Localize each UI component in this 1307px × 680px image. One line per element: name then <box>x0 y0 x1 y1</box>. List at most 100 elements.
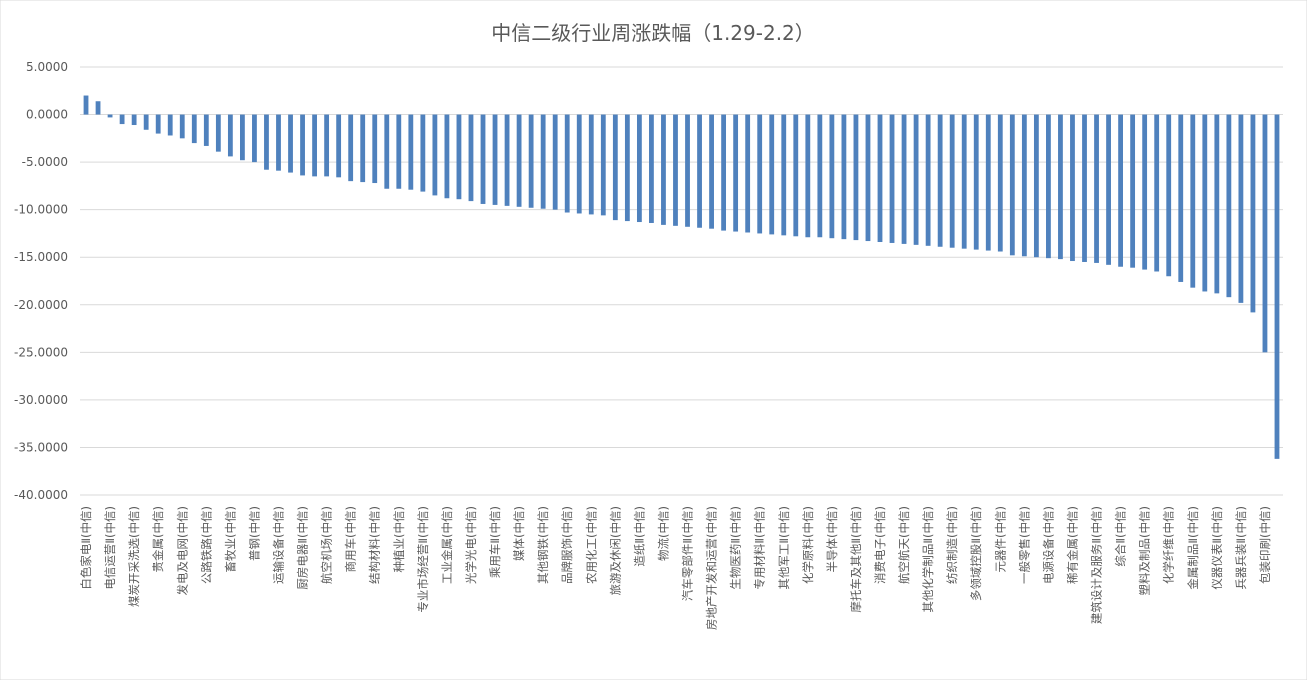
bar <box>348 114 354 182</box>
bar <box>1226 114 1232 298</box>
x-category-label: 结构材料(中信) <box>368 506 382 584</box>
bar <box>215 114 221 152</box>
bar <box>564 114 570 213</box>
bar <box>179 114 185 139</box>
bar <box>817 114 823 238</box>
x-category-label: 综合Ⅱ(中信) <box>1114 506 1128 567</box>
y-tick-label: -30.0000 <box>14 393 68 407</box>
y-tick-label: -20.0000 <box>14 298 68 312</box>
x-category-label: 仪器仪表Ⅱ(中信) <box>1210 506 1224 590</box>
y-tick-label: -35.0000 <box>14 440 68 454</box>
bar <box>1154 114 1160 272</box>
x-category-label: 专用材料Ⅱ(中信) <box>753 506 767 590</box>
bar <box>492 114 498 205</box>
x-axis-labels: 白色家电Ⅱ(中信) 电信运营Ⅱ(中信) 煤炭开采洗选(中信) 贵金属(中信) 发电及电网… <box>79 506 1272 630</box>
bar <box>805 114 811 238</box>
x-category-label: 工业金属(中信) <box>440 506 454 584</box>
bar <box>793 114 799 237</box>
bar <box>1070 114 1075 262</box>
bar <box>949 114 955 248</box>
bar <box>733 114 739 232</box>
bar <box>1106 114 1111 265</box>
x-category-label: 乘用车Ⅱ(中信) <box>488 506 502 578</box>
bar <box>901 114 907 244</box>
x-category-label: 一般零售(中信) <box>1017 506 1031 584</box>
y-tick-label: -25.0000 <box>14 345 68 359</box>
bar <box>841 114 847 240</box>
bar <box>1214 114 1220 294</box>
bar-series <box>83 95 1280 459</box>
bar <box>155 114 161 134</box>
bar <box>239 114 245 161</box>
bar <box>408 114 414 190</box>
x-category-label: 金属制品Ⅱ(中信) <box>1186 506 1200 590</box>
bar <box>1130 114 1136 268</box>
bar <box>252 114 257 163</box>
x-category-label: 其他钢铁(中信) <box>536 506 550 584</box>
bar <box>1262 114 1268 353</box>
bar <box>372 114 378 184</box>
x-category-label: 房地产开发和运营(中信) <box>705 506 719 630</box>
x-category-label: 化学原料(中信) <box>801 506 815 584</box>
bar <box>985 114 991 251</box>
bar <box>1082 114 1087 262</box>
bar <box>300 114 305 176</box>
bar <box>853 114 859 241</box>
bar <box>925 114 931 246</box>
x-category-label: 纺织制造(中信) <box>945 506 959 584</box>
bar <box>624 114 630 222</box>
x-category-label: 航空航天(中信) <box>897 506 911 584</box>
bar <box>552 114 558 210</box>
bar <box>576 114 582 214</box>
bar <box>336 114 342 178</box>
bar <box>889 114 895 243</box>
bar <box>468 114 474 202</box>
bar <box>540 114 546 209</box>
x-category-label: 其他军工Ⅱ(中信) <box>777 506 791 590</box>
x-category-label: 其他化学制品Ⅱ(中信) <box>921 506 935 613</box>
bar <box>203 114 209 146</box>
bar <box>83 95 89 115</box>
y-tick-label: -10.0000 <box>14 203 68 217</box>
bar <box>119 114 125 125</box>
bar <box>961 114 967 249</box>
bar <box>745 114 751 233</box>
bar <box>396 114 402 189</box>
x-category-label: 物流(中信) <box>656 506 670 561</box>
bar <box>937 114 943 247</box>
x-category-label: 建筑设计及服务Ⅱ(中信) <box>1090 506 1104 624</box>
bar <box>673 114 678 226</box>
x-category-label: 畜牧业(中信) <box>223 506 237 572</box>
bar <box>384 114 390 189</box>
bar <box>649 114 654 223</box>
bar <box>757 114 763 234</box>
bar <box>829 114 835 239</box>
x-category-label: 公路铁路(中信) <box>199 506 213 584</box>
bar <box>131 114 137 126</box>
bar <box>1190 114 1196 288</box>
bar <box>95 101 101 115</box>
bar <box>288 114 293 173</box>
bar <box>588 114 594 215</box>
bar <box>360 114 366 183</box>
x-category-label: 普钢(中信) <box>247 506 261 561</box>
bar <box>1274 114 1280 459</box>
x-category-label: 稀有金属(中信) <box>1065 506 1079 584</box>
x-category-label: 消费电子(中信) <box>873 506 887 584</box>
x-category-label: 发电及电网(中信) <box>175 506 189 595</box>
bar <box>167 114 173 136</box>
bar <box>913 114 919 245</box>
bar <box>456 114 462 200</box>
bar <box>480 114 486 204</box>
bar <box>312 114 317 177</box>
bar <box>1033 114 1039 258</box>
y-tick-label: -40.0000 <box>14 488 68 502</box>
bar <box>1021 114 1027 257</box>
x-category-label: 航空机场(中信) <box>320 506 334 584</box>
x-category-label: 电源设备(中信) <box>1041 506 1055 584</box>
bar <box>1178 114 1184 282</box>
x-category-label: 汽车零部件Ⅱ(中信) <box>681 506 695 601</box>
x-category-label: 农用化工(中信) <box>584 506 598 584</box>
